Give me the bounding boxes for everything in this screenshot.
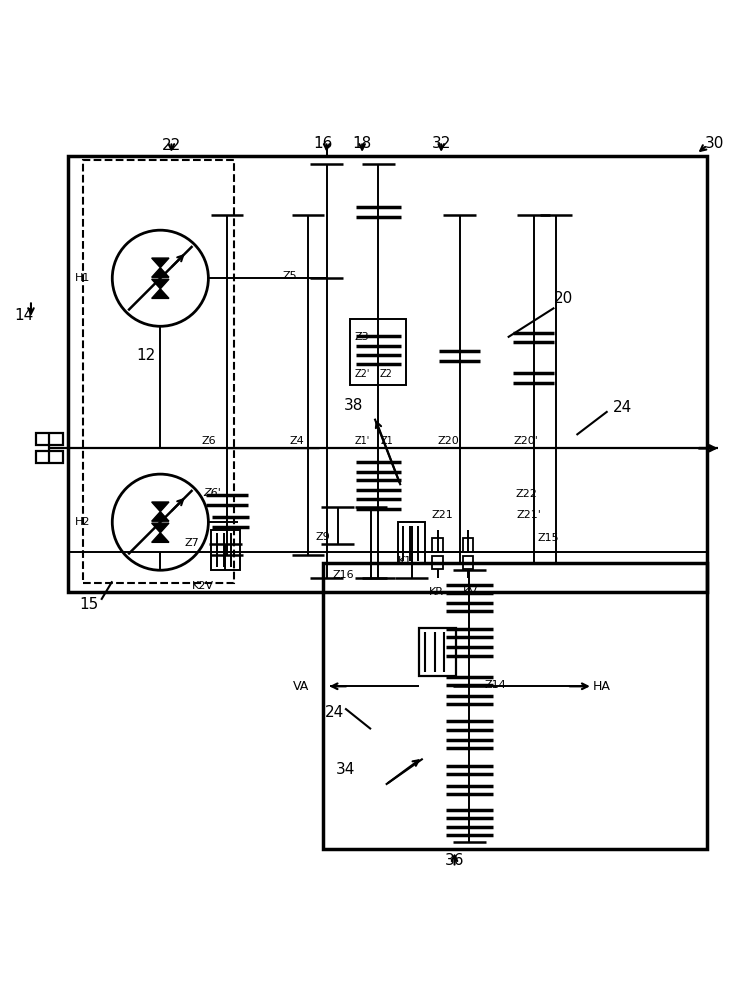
Text: HA: HA [593, 680, 611, 693]
Bar [36, 451, 63, 463]
Text: 38: 38 [344, 398, 364, 413]
Text: Z21: Z21 [432, 510, 453, 520]
Bar [433, 556, 443, 569]
Text: Z2: Z2 [379, 369, 393, 379]
Text: Z20: Z20 [438, 436, 459, 446]
Text: KR: KR [430, 587, 444, 597]
Text: 32: 32 [432, 136, 451, 151]
Bar [398, 522, 425, 563]
Text: 36: 36 [444, 853, 464, 868]
Polygon shape [151, 523, 169, 533]
Bar [323, 563, 707, 849]
Text: Z14: Z14 [485, 680, 506, 690]
Text: H2: H2 [75, 517, 90, 527]
Bar [68, 156, 707, 592]
Bar [211, 530, 240, 570]
Text: Z1': Z1' [355, 436, 370, 446]
Text: KV: KV [463, 587, 479, 597]
Text: H1: H1 [75, 273, 90, 283]
Text: 24: 24 [613, 400, 632, 415]
Text: Z9: Z9 [315, 532, 330, 542]
Text: Z2': Z2' [355, 369, 370, 379]
Polygon shape [151, 279, 169, 289]
Bar [433, 538, 443, 552]
Bar [82, 160, 234, 583]
Text: 34: 34 [335, 762, 355, 777]
Text: 22: 22 [162, 138, 181, 153]
Text: 15: 15 [79, 597, 98, 612]
Polygon shape [151, 512, 169, 521]
Text: Z16: Z16 [332, 570, 354, 580]
Bar [463, 538, 473, 552]
Text: 20: 20 [554, 291, 573, 306]
Polygon shape [151, 502, 169, 512]
Polygon shape [151, 289, 169, 298]
Text: 16: 16 [313, 136, 332, 151]
Text: Z22: Z22 [515, 489, 537, 499]
Polygon shape [151, 268, 169, 277]
Text: Z4: Z4 [289, 436, 304, 446]
Text: K2V: K2V [191, 581, 214, 591]
Text: 30: 30 [705, 136, 724, 151]
Text: Z21': Z21' [516, 510, 542, 520]
Bar [419, 628, 456, 676]
Bar [350, 319, 407, 385]
Text: 18: 18 [352, 136, 372, 151]
Polygon shape [151, 533, 169, 542]
Bar [463, 556, 473, 569]
Text: K1: K1 [398, 556, 412, 566]
Text: Z6: Z6 [201, 436, 216, 446]
Bar [36, 433, 63, 445]
Text: 12: 12 [136, 348, 155, 363]
Text: Z5: Z5 [283, 271, 297, 281]
Polygon shape [151, 258, 169, 268]
Text: Z1: Z1 [381, 436, 394, 446]
Text: Z15: Z15 [538, 533, 559, 543]
Text: VA: VA [292, 680, 309, 693]
Text: Z3: Z3 [355, 332, 370, 342]
Text: Z7: Z7 [185, 538, 200, 548]
Text: 14: 14 [14, 308, 33, 323]
Text: Z6': Z6' [203, 488, 221, 498]
Text: 24: 24 [324, 705, 344, 720]
Text: Z20': Z20' [513, 436, 539, 446]
